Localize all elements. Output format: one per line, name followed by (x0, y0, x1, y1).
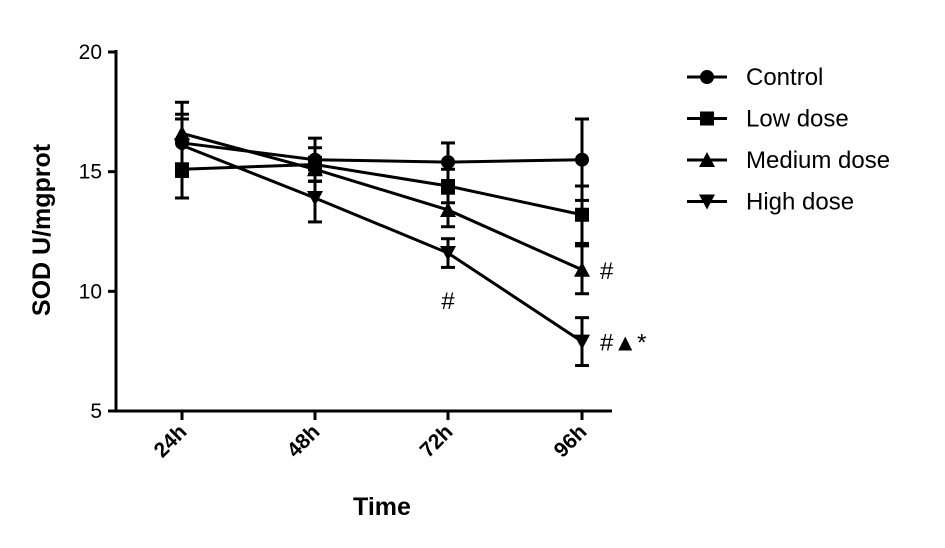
x-axis-title: Time (353, 493, 411, 521)
marker-medium-dose-24h (174, 125, 190, 141)
series-lines (181, 131, 583, 343)
legend-marker-control (700, 70, 714, 84)
marker-high-dose-96h (574, 334, 590, 350)
marker-control-72h (441, 155, 455, 170)
annotation-2: #▲* (600, 330, 646, 357)
y-tick-label-5: 5 (90, 400, 102, 423)
marker-control-96h (575, 152, 589, 167)
series-line-low-dose (181, 162, 583, 217)
x-tick-label-96h: 96h (550, 420, 592, 462)
legend-label-medium-dose: Medium dose (746, 147, 890, 174)
legend-marker-high-dose (699, 194, 715, 210)
marker-medium-dose-72h (440, 201, 456, 217)
y-axis-title: SOD U/mgprot (28, 143, 56, 316)
y-tick-label-15: 15 (79, 161, 102, 184)
legend-marker-medium-dose (699, 152, 715, 167)
y-tick-label-20: 20 (79, 41, 102, 64)
marker-low-dose-24h (175, 162, 189, 177)
x-tick-label-48h: 48h (283, 420, 325, 462)
legend: Control Low dose Medium dose High dose (687, 64, 890, 216)
legend-label-control: Control (746, 64, 823, 91)
legend-label-high-dose: High dose (746, 189, 854, 216)
error-bars (175, 100, 589, 368)
marker-low-dose-96h (575, 207, 589, 222)
marker-high-dose-72h (440, 246, 456, 262)
axes (114, 50, 612, 413)
series-markers (174, 125, 590, 350)
annotation-1: # (600, 258, 614, 285)
legend-label-low-dose: Low dose (746, 106, 849, 133)
marker-high-dose-24h (174, 138, 190, 154)
y-tick-label-10: 10 (79, 280, 102, 303)
x-tick-label-24h: 24h (150, 420, 192, 462)
x-tick-label-72h: 72h (416, 420, 458, 462)
annotation-0: # (441, 288, 455, 315)
series-line-medium-dose (181, 131, 583, 272)
y-ticks: 5 10 15 20 (79, 41, 116, 423)
marker-medium-dose-48h (307, 161, 323, 177)
series-line-high-dose (181, 143, 583, 343)
marker-high-dose-48h (307, 190, 323, 206)
significance-annotations: # # #▲* (441, 258, 646, 357)
x-ticks: 24h 48h 72h 96h (150, 411, 592, 462)
legend-marker-low-dose (700, 111, 714, 126)
marker-low-dose-72h (441, 179, 455, 194)
marker-medium-dose-96h (574, 261, 590, 277)
series-line-control (181, 141, 583, 164)
